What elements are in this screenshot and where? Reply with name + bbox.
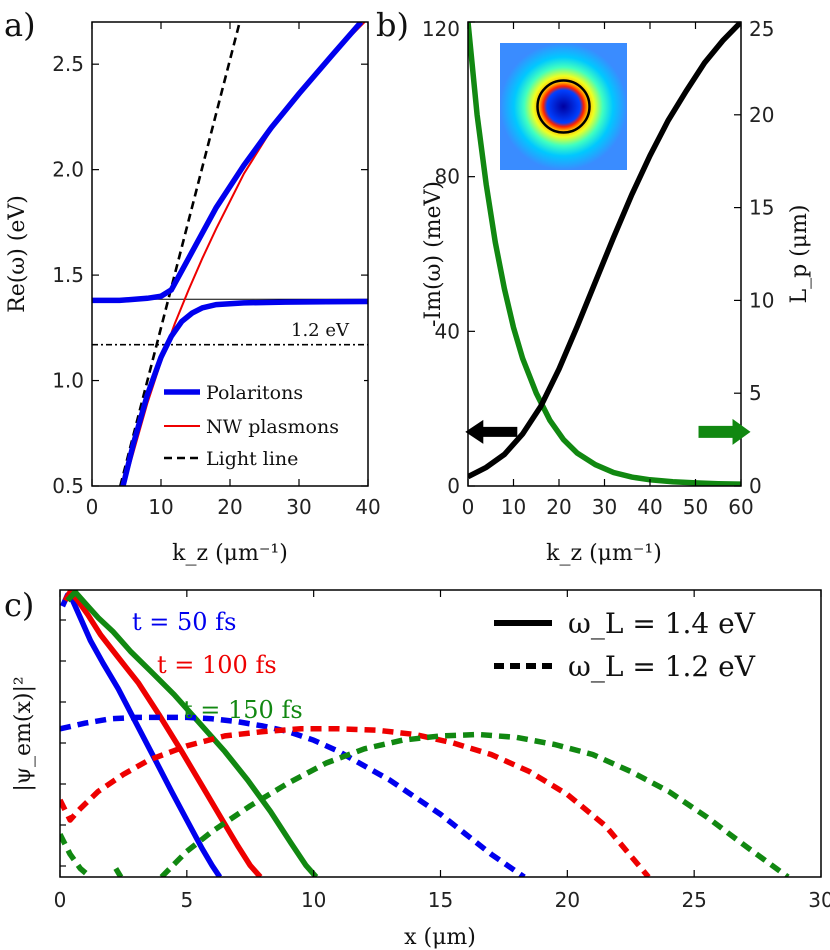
x-tick-label: 60 (728, 495, 753, 519)
time-label-100fs: t = 100 fs (157, 651, 277, 679)
y-tick-label: 2.0 (52, 158, 84, 182)
series-polaritons-0 (92, 22, 364, 304)
series-light-line-0 (119, 22, 241, 486)
x-tick-label: 30 (808, 888, 830, 912)
legend-light-line-label: Light line (206, 448, 298, 470)
x-tick-label: 10 (501, 495, 526, 519)
x-tick-label: 20 (555, 888, 580, 912)
panel-c-ylabel: |ψ_em(x)|² (11, 676, 36, 791)
y-tick-label: 0.5 (52, 474, 84, 498)
y-tick-label-right: 20 (749, 103, 774, 127)
left-axis-arrow (465, 419, 518, 444)
panel-a-xlabel: k_z (μm⁻¹) (172, 541, 288, 566)
x-tick-label: 15 (428, 888, 453, 912)
panel-a-legend: Polaritons NW plasmons Light line (158, 376, 364, 476)
legend-polaritons-label: Polaritons (206, 382, 303, 404)
y-tick-label: 2.5 (52, 52, 84, 76)
y-tick-label: 1.5 (52, 263, 84, 287)
time-label-150fs: t = 150 fs (183, 696, 303, 724)
wavefunction-curve-6 (60, 833, 93, 877)
wavefunction-curve-3 (60, 714, 526, 877)
panel-a-plot: 0 10 20 30 40 0.5 1.0 1.5 2.0 2.5 1.2 eV Polarito… (5, 21, 381, 566)
panel-b-ylabel-left: -Im(ω) (meV) (421, 181, 446, 327)
x-tick-label: 30 (592, 495, 617, 519)
x-tick-label: 0 (462, 495, 475, 519)
panel-c-plot: 0 5 10 15 20 25 30 t = 50 fs t = 100 fs t = 15… (11, 589, 830, 950)
y-tick-label-right: 15 (749, 196, 774, 220)
x-tick-label: 5 (180, 888, 193, 912)
x-tick-label: 30 (286, 495, 311, 519)
series-propagation-length (468, 22, 741, 480)
panel-label-a: a) (4, 6, 36, 44)
y-tick-label-left: 80 (435, 165, 460, 189)
y-tick-label: 1.0 (52, 369, 84, 393)
wavefunction-curve-7 (113, 867, 124, 877)
inset-heatmap (500, 43, 627, 170)
x-tick-label: 50 (683, 495, 708, 519)
right-axis-arrow (698, 418, 751, 445)
y-tick-label-right: 10 (749, 288, 774, 312)
time-label-50fs: t = 50 fs (132, 608, 236, 636)
x-tick-label: 0 (86, 495, 99, 519)
panel-c-xlabel: x (μm) (404, 925, 476, 950)
legend-omega-1-4: ω_L = 1.4 eV (568, 607, 756, 640)
y-tick-label-left: 40 (435, 319, 460, 343)
panel-b-xlabel: k_z (μm⁻¹) (546, 541, 662, 566)
wavefunction-curve-1 (62, 590, 263, 877)
panel-c-legend: ω_L = 1.4 eV ω_L = 1.2 eV (494, 607, 756, 683)
reference-line-label: 1.2 eV (291, 320, 350, 341)
x-tick-label: 40 (637, 495, 662, 519)
y-tick-label-left: 0 (447, 474, 460, 498)
x-tick-label: 10 (148, 495, 173, 519)
legend-omega-1-2: ω_L = 1.2 eV (568, 650, 756, 683)
x-tick-label: 25 (681, 888, 706, 912)
y-tick-label-right: 5 (749, 381, 762, 405)
y-tick-label-right: 25 (749, 17, 774, 41)
series-im-omega (468, 22, 741, 486)
series-polaritons-1 (120, 298, 368, 486)
wavefunction-curve-5 (159, 731, 790, 877)
field-profile-inset (500, 43, 627, 170)
nanowire-boundary (536, 79, 591, 134)
x-tick-label: 0 (54, 888, 67, 912)
x-tick-label: 20 (546, 495, 571, 519)
wavefunction-curve-2 (65, 590, 319, 877)
y-tick-label-right: 0 (749, 474, 762, 498)
panel-label-c: c) (4, 586, 34, 624)
y-tick-label-left: 120 (422, 17, 460, 41)
x-tick-label: 40 (355, 495, 380, 519)
x-tick-label: 10 (301, 888, 326, 912)
wavefunction-curve-0 (60, 592, 223, 877)
legend-nw-plasmons-label: NW plasmons (206, 416, 339, 438)
wavefunction-curve-4 (60, 726, 651, 877)
panel-label-b: b) (376, 6, 409, 44)
panel-a-ylabel: Re(ω) (eV) (5, 195, 30, 313)
panel-b-ylabel-right: L_p (μm) (787, 204, 812, 303)
x-tick-label: 20 (217, 495, 242, 519)
